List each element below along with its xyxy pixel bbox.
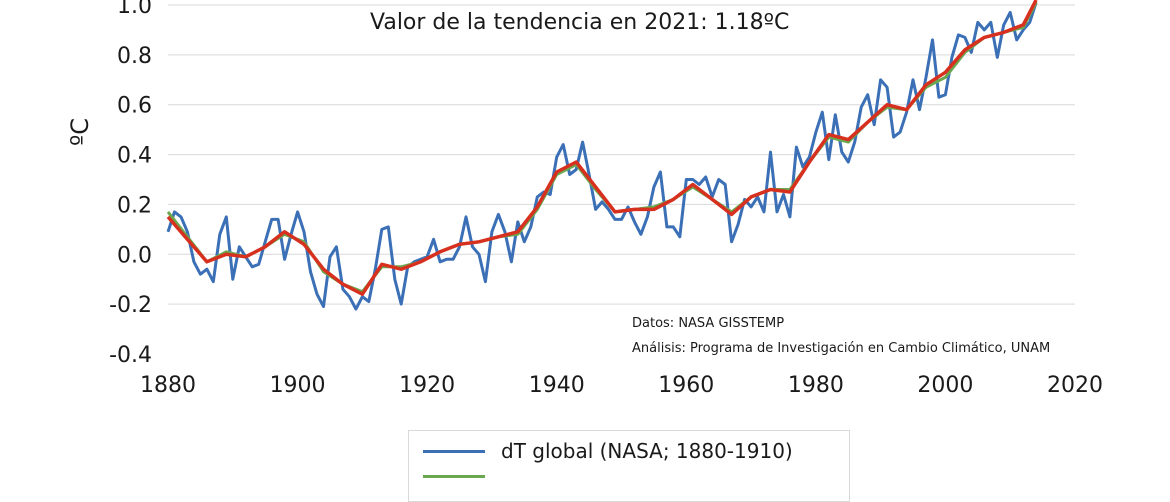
y-tick-label: 0.6 [117, 94, 152, 119]
legend-item-dt-global: dT global (NASA; 1880-1910) [423, 439, 793, 463]
x-tick-label: 1920 [399, 373, 455, 398]
x-tick-label: 1980 [788, 373, 844, 398]
data-source-note: Datos: NASA GISSTEMP [632, 316, 785, 331]
chart-title: Valor de la tendencia en 2021: 1.18ºC [370, 10, 790, 35]
y-tick-label: 0.0 [117, 243, 152, 268]
y-tick-label: -0.2 [109, 293, 152, 318]
x-tick-label: 2000 [917, 373, 973, 398]
x-tick-label: 1880 [140, 373, 196, 398]
series-lines [166, 0, 1038, 311]
series-line-1 [166, 1, 1038, 294]
x-tick-label: 1940 [529, 373, 585, 398]
series-line-2 [166, 0, 1038, 296]
y-tick-label: 0.4 [117, 144, 152, 169]
x-tick-label: 1960 [658, 373, 714, 398]
legend: dT global (NASA; 1880-1910) [408, 430, 850, 502]
x-tick-label: 1900 [270, 373, 326, 398]
y-tick-labels: -0.4 -0.2 0.0 0.2 0.4 0.6 0.8 1.0 [109, 0, 152, 368]
legend-swatch-blue [423, 449, 485, 453]
y-tick-label: -0.4 [109, 343, 152, 368]
gridlines [168, 4, 1075, 305]
legend-label: dT global (NASA; 1880-1910) [501, 439, 793, 463]
y-tick-label: 0.8 [117, 44, 152, 69]
x-tick-labels: 1880 1900 1920 1940 1960 1980 2000 2020 [140, 373, 1103, 398]
legend-swatch-green [423, 475, 485, 478]
y-tick-label: 0.2 [117, 193, 152, 218]
y-tick-label: 1.0 [117, 0, 152, 19]
analysis-note: Análisis: Programa de Investigación en C… [632, 341, 1051, 356]
x-tick-label: 2020 [1047, 373, 1103, 398]
legend-item-second [423, 475, 501, 478]
y-axis-label: ºC [66, 117, 94, 147]
temperature-chart: -0.4-0.20.00.20.40.60.81.0 1880 1900 1920 1… [109, 0, 1103, 398]
series-line-0 [166, 2, 1038, 311]
